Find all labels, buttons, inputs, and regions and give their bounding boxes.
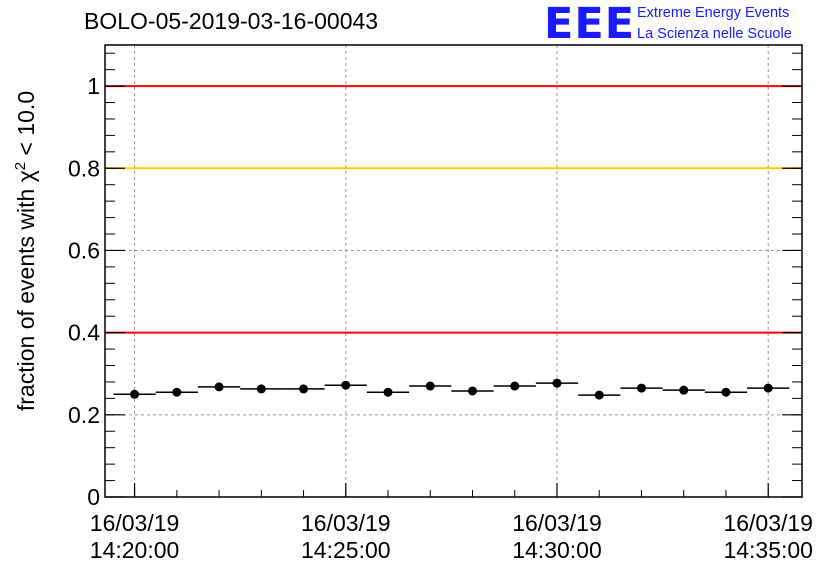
eee-logo-mark: EEE [544,0,636,49]
logo-line-2: La Scienza nelle Scuole [637,26,792,42]
data-point [636,383,646,393]
y-tick-label: 0.6 [68,237,100,263]
data-layer [113,378,790,400]
x-tick-label-time: 14:30:00 [512,537,602,563]
x-tick-label-time: 14:25:00 [301,537,391,563]
data-point [256,384,266,394]
logo-line-1: Extreme Energy Events [637,5,790,21]
plot-frame [104,44,803,498]
data-point [594,390,604,400]
data-point [510,381,520,391]
x-tick-label-date: 16/03/19 [90,510,180,536]
x-tick-label-date: 16/03/19 [723,510,813,536]
y-tick-label: 1 [87,73,100,99]
data-point [341,380,351,390]
data-point [679,385,689,395]
x-tick-label-time: 14:20:00 [90,537,180,563]
x-tick-label-date: 16/03/19 [301,510,391,536]
data-point [425,381,435,391]
x-tick-label-date: 16/03/19 [512,510,602,536]
data-point [468,386,478,396]
y-tick-label: 0 [87,484,100,510]
eee-logo: EEE Extreme Energy Events La Scienza nel… [544,2,834,46]
data-point [299,384,309,394]
data-point [172,387,182,397]
y-tick-label: 0.4 [68,320,100,346]
chart-title: BOLO-05-2019-03-16-00043 [84,8,379,34]
grid-layer [105,45,802,497]
data-point [763,383,773,393]
ticks-layer [105,52,802,498]
data-point [214,382,224,392]
x-tick-label-time: 14:35:00 [723,537,813,563]
y-tick-label: 0.2 [68,402,100,428]
tick-labels-layer: 16/03/1914:20:0016/03/1914:25:0016/03/19… [68,73,813,563]
data-point [552,378,562,388]
data-point [383,387,393,397]
data-point [130,389,140,399]
reference-lines-layer [105,85,802,334]
data-point [721,387,731,397]
y-tick-label: 0.8 [68,155,100,181]
